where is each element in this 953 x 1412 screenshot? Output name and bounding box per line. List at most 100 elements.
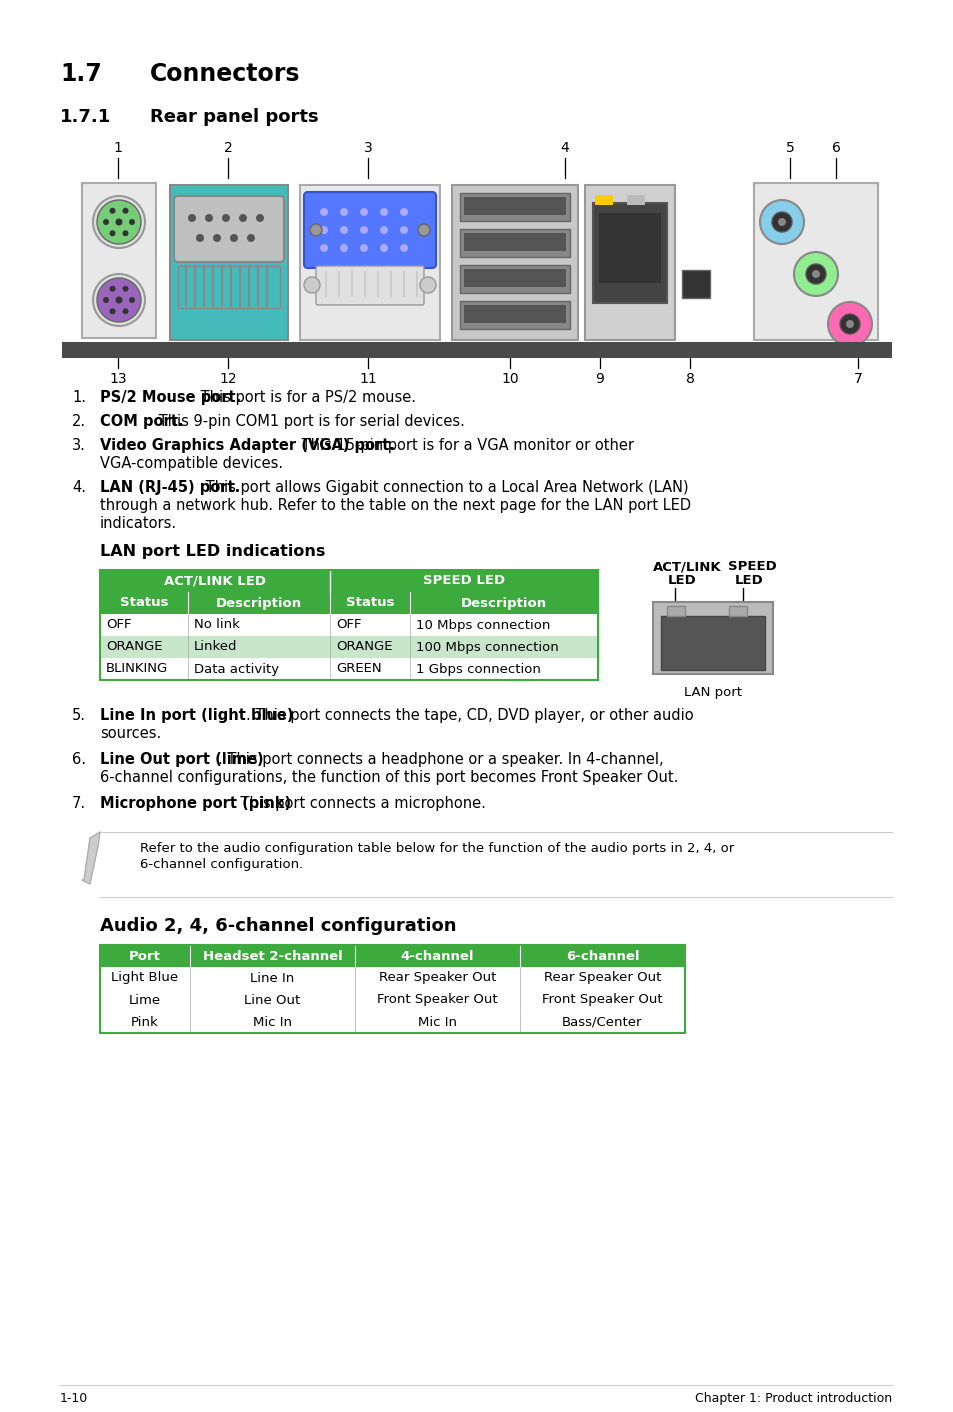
Polygon shape xyxy=(82,832,100,884)
Bar xyxy=(459,301,569,329)
Circle shape xyxy=(417,225,430,236)
Text: Bass/Center: Bass/Center xyxy=(561,1015,642,1028)
Circle shape xyxy=(213,234,221,241)
Circle shape xyxy=(205,215,213,222)
Text: Port: Port xyxy=(129,949,161,963)
Text: COM port.: COM port. xyxy=(100,414,183,429)
Text: sources.: sources. xyxy=(100,726,161,741)
Circle shape xyxy=(827,302,871,346)
Text: indicators.: indicators. xyxy=(100,515,177,531)
Bar xyxy=(100,570,598,592)
Text: 4: 4 xyxy=(560,141,569,155)
Text: Mic In: Mic In xyxy=(253,1015,292,1028)
Circle shape xyxy=(255,215,264,222)
Bar xyxy=(593,203,666,304)
Text: Audio 2, 4, 6-channel configuration: Audio 2, 4, 6-channel configuration xyxy=(100,916,456,935)
Bar xyxy=(584,185,675,340)
Bar xyxy=(100,592,598,614)
Text: LAN port LED indications: LAN port LED indications xyxy=(100,544,325,559)
Text: Status: Status xyxy=(345,596,394,610)
Text: ACT/LINK LED: ACT/LINK LED xyxy=(164,575,266,587)
Text: Chapter 1: Product introduction: Chapter 1: Product introduction xyxy=(694,1392,891,1405)
Text: Line In: Line In xyxy=(250,971,294,984)
Circle shape xyxy=(103,297,109,304)
Text: 3.: 3. xyxy=(71,438,86,453)
Circle shape xyxy=(379,226,388,234)
Circle shape xyxy=(379,244,388,251)
Circle shape xyxy=(339,244,348,251)
Circle shape xyxy=(778,217,785,226)
Text: ORANGE: ORANGE xyxy=(106,641,162,654)
Text: 9: 9 xyxy=(595,371,604,385)
Text: This port allows Gigabit connection to a Local Area Network (LAN): This port allows Gigabit connection to a… xyxy=(201,480,688,496)
Text: 1 Gbps connection: 1 Gbps connection xyxy=(416,662,540,675)
Bar xyxy=(100,945,684,967)
Text: 6.: 6. xyxy=(71,753,86,767)
Text: Linked: Linked xyxy=(193,641,237,654)
Text: LAN port: LAN port xyxy=(683,686,741,699)
Bar xyxy=(100,614,598,635)
Circle shape xyxy=(359,208,368,216)
Text: 11: 11 xyxy=(358,371,376,385)
Text: 100 Mbps connection: 100 Mbps connection xyxy=(416,641,558,654)
Circle shape xyxy=(110,308,115,315)
Circle shape xyxy=(195,234,204,241)
Text: LAN (RJ-45) port.: LAN (RJ-45) port. xyxy=(100,480,240,496)
Text: . This port connects a headphone or a speaker. In 4-channel,: . This port connects a headphone or a sp… xyxy=(218,753,663,767)
Bar xyxy=(463,198,565,215)
Circle shape xyxy=(115,219,122,226)
Text: 1: 1 xyxy=(113,141,122,155)
Bar xyxy=(666,606,684,616)
Circle shape xyxy=(760,201,803,244)
Circle shape xyxy=(239,215,247,222)
Text: LED: LED xyxy=(734,575,763,587)
Circle shape xyxy=(247,234,254,241)
Bar xyxy=(100,658,598,681)
FancyBboxPatch shape xyxy=(304,192,436,268)
Text: Front Speaker Out: Front Speaker Out xyxy=(541,994,662,1007)
Text: ACT/LINK: ACT/LINK xyxy=(652,561,720,573)
Text: PS/2 Mouse port.: PS/2 Mouse port. xyxy=(100,390,241,405)
Circle shape xyxy=(811,270,820,278)
Bar xyxy=(626,195,644,205)
Bar xyxy=(463,270,565,287)
Circle shape xyxy=(122,308,129,315)
Text: GREEN: GREEN xyxy=(335,662,381,675)
Circle shape xyxy=(339,226,348,234)
Text: 3: 3 xyxy=(363,141,372,155)
Text: SPEED: SPEED xyxy=(727,561,776,573)
Text: Video Graphics Adapter (VGA) port.: Video Graphics Adapter (VGA) port. xyxy=(100,438,395,453)
Text: This 9-pin COM1 port is for serial devices.: This 9-pin COM1 port is for serial devic… xyxy=(153,414,464,429)
Bar xyxy=(459,265,569,294)
Circle shape xyxy=(339,208,348,216)
Text: Rear Speaker Out: Rear Speaker Out xyxy=(378,971,496,984)
Bar xyxy=(463,305,565,323)
Text: Light Blue: Light Blue xyxy=(112,971,178,984)
Text: Refer to the audio configuration table below for the function of the audio ports: Refer to the audio configuration table b… xyxy=(140,842,734,856)
Bar xyxy=(452,185,578,340)
Text: 5.: 5. xyxy=(71,707,86,723)
Text: Line Out port (lime): Line Out port (lime) xyxy=(100,753,263,767)
Text: 7.: 7. xyxy=(71,796,86,810)
Bar xyxy=(100,988,684,1011)
Text: 12: 12 xyxy=(219,371,236,385)
FancyBboxPatch shape xyxy=(315,265,423,305)
Circle shape xyxy=(222,215,230,222)
Text: 10 Mbps connection: 10 Mbps connection xyxy=(416,618,550,631)
Text: Status: Status xyxy=(120,596,168,610)
Circle shape xyxy=(840,313,859,335)
Bar xyxy=(595,195,613,205)
Circle shape xyxy=(122,285,129,292)
Text: Headset 2-channel: Headset 2-channel xyxy=(202,949,342,963)
Bar xyxy=(598,213,660,282)
Circle shape xyxy=(230,234,237,241)
Circle shape xyxy=(399,208,408,216)
Circle shape xyxy=(359,244,368,251)
Bar xyxy=(100,967,684,988)
Circle shape xyxy=(805,264,825,284)
Circle shape xyxy=(304,277,319,294)
Bar xyxy=(82,184,156,337)
Circle shape xyxy=(845,321,853,328)
Text: . This port connects a microphone.: . This port connects a microphone. xyxy=(231,796,485,810)
FancyBboxPatch shape xyxy=(173,196,284,263)
